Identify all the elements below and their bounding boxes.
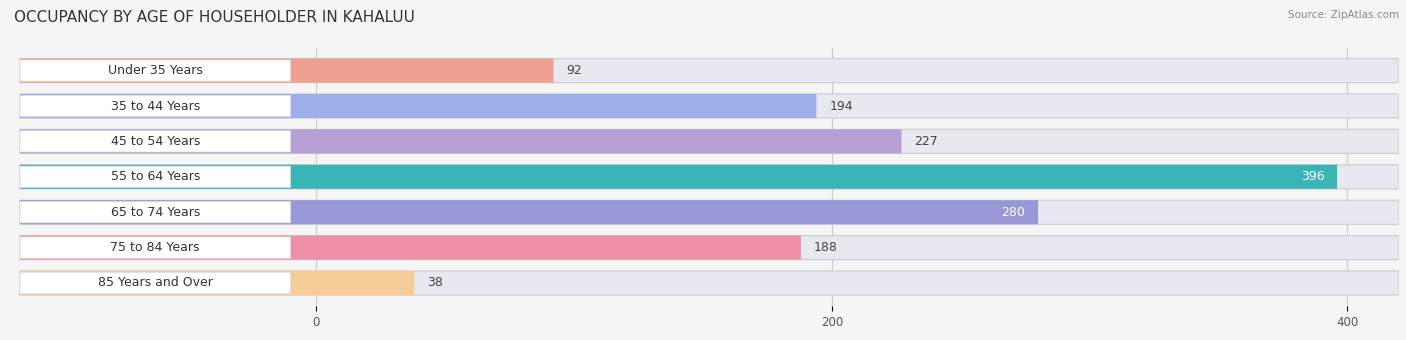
Text: 55 to 64 Years: 55 to 64 Years <box>111 170 200 183</box>
FancyBboxPatch shape <box>20 94 1399 118</box>
Text: 75 to 84 Years: 75 to 84 Years <box>111 241 200 254</box>
Text: 35 to 44 Years: 35 to 44 Years <box>111 100 200 113</box>
Text: Under 35 Years: Under 35 Years <box>108 64 202 77</box>
FancyBboxPatch shape <box>20 236 801 260</box>
FancyBboxPatch shape <box>20 94 817 118</box>
FancyBboxPatch shape <box>20 271 415 295</box>
Text: 280: 280 <box>1001 206 1025 219</box>
FancyBboxPatch shape <box>20 165 1399 189</box>
Text: 227: 227 <box>914 135 938 148</box>
FancyBboxPatch shape <box>20 58 554 83</box>
Text: 85 Years and Over: 85 Years and Over <box>98 276 212 289</box>
FancyBboxPatch shape <box>20 271 1399 295</box>
FancyBboxPatch shape <box>20 200 1038 224</box>
Text: 194: 194 <box>830 100 853 113</box>
FancyBboxPatch shape <box>20 131 291 152</box>
FancyBboxPatch shape <box>20 237 291 258</box>
FancyBboxPatch shape <box>20 200 1399 224</box>
Text: 188: 188 <box>814 241 838 254</box>
FancyBboxPatch shape <box>20 96 291 117</box>
Text: 45 to 54 Years: 45 to 54 Years <box>111 135 200 148</box>
FancyBboxPatch shape <box>20 129 1399 153</box>
Text: 396: 396 <box>1301 170 1324 183</box>
Text: OCCUPANCY BY AGE OF HOUSEHOLDER IN KAHALUU: OCCUPANCY BY AGE OF HOUSEHOLDER IN KAHAL… <box>14 10 415 25</box>
Text: 38: 38 <box>427 276 443 289</box>
Text: 65 to 74 Years: 65 to 74 Years <box>111 206 200 219</box>
FancyBboxPatch shape <box>20 58 1399 83</box>
FancyBboxPatch shape <box>20 129 901 153</box>
FancyBboxPatch shape <box>20 202 291 223</box>
FancyBboxPatch shape <box>20 166 291 187</box>
Text: 92: 92 <box>567 64 582 77</box>
FancyBboxPatch shape <box>20 165 1337 189</box>
FancyBboxPatch shape <box>20 272 291 294</box>
FancyBboxPatch shape <box>20 60 291 81</box>
FancyBboxPatch shape <box>20 236 1399 260</box>
Text: Source: ZipAtlas.com: Source: ZipAtlas.com <box>1288 10 1399 20</box>
